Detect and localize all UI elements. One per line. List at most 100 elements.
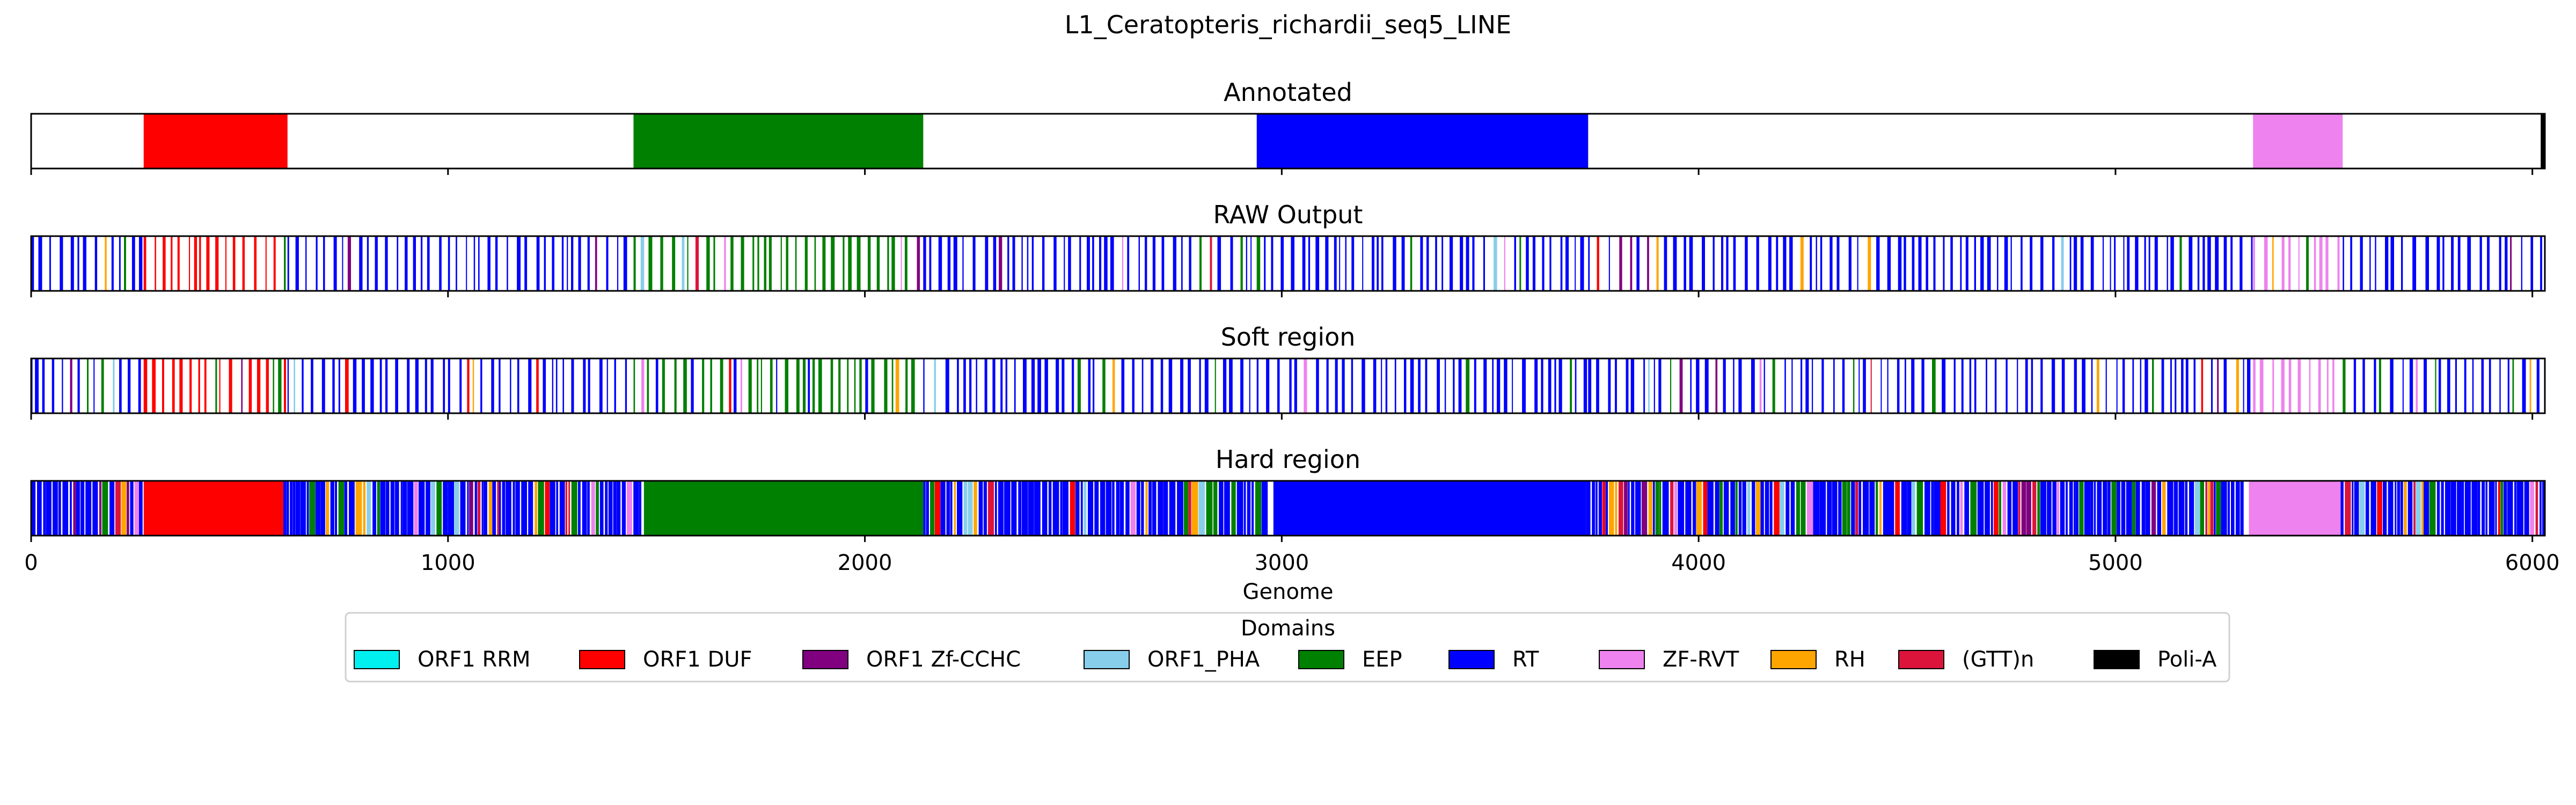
soft-region-stripe bbox=[847, 358, 849, 413]
soft-region-stripe bbox=[2040, 358, 2043, 413]
raw-output-stripe bbox=[273, 236, 276, 291]
hard-region-stripe bbox=[483, 481, 487, 536]
hard-region-stripe bbox=[2354, 481, 2359, 536]
hard-region-stripe bbox=[2141, 481, 2146, 536]
soft-region-stripe bbox=[35, 358, 39, 413]
hard-region-stripe bbox=[1136, 481, 1140, 536]
raw-output-stripe bbox=[1713, 236, 1715, 291]
hard-region-stripe bbox=[372, 481, 376, 536]
soft-region-stripe bbox=[172, 358, 175, 413]
hard-region-stripe bbox=[286, 481, 289, 536]
raw-output-stripe bbox=[2314, 236, 2316, 291]
hard-region-stripe bbox=[1747, 481, 1751, 536]
hard-region-stripe bbox=[2047, 481, 2052, 536]
soft-region-stripe bbox=[1497, 358, 1501, 413]
raw-output-stripe bbox=[1876, 236, 1880, 291]
raw-output-stripe bbox=[2135, 236, 2139, 291]
soft-region-stripe bbox=[1014, 358, 1016, 413]
hard-region-stripe bbox=[2214, 481, 2216, 536]
hard-region-stripe bbox=[1631, 481, 1635, 536]
raw-output-stripe bbox=[1494, 236, 1497, 291]
hard-region-stripe bbox=[283, 481, 287, 536]
raw-output-stripe bbox=[1580, 236, 1584, 291]
soft-region-stripe bbox=[683, 358, 687, 413]
hard-region-stripe bbox=[2174, 481, 2178, 536]
hard-region-stripe bbox=[2436, 481, 2440, 536]
raw-output-stripe bbox=[769, 236, 772, 291]
raw-output-stripe bbox=[342, 236, 343, 291]
raw-output-stripe bbox=[2179, 236, 2182, 291]
raw-output-stripe bbox=[1514, 236, 1516, 291]
hard-region-stripe bbox=[344, 481, 348, 536]
hard-region-stripe bbox=[477, 481, 481, 536]
soft-region-stripe bbox=[1733, 358, 1735, 413]
hard-region-stripe bbox=[521, 481, 527, 536]
soft-region-stripe bbox=[119, 358, 122, 413]
raw-output-stripe bbox=[706, 236, 710, 291]
soft-region-stripe bbox=[1326, 358, 1329, 413]
soft-region-stripe bbox=[2017, 358, 2018, 413]
raw-output-stripe bbox=[1138, 236, 1140, 291]
hard-region-stripe bbox=[1141, 481, 1144, 536]
raw-output-stripe bbox=[94, 236, 98, 291]
hard-region-stripe bbox=[1052, 481, 1059, 536]
soft-region-stripe bbox=[1738, 358, 1742, 413]
raw-output-stripe bbox=[2264, 236, 2268, 291]
hard-region-stripe bbox=[1858, 481, 1862, 536]
soft-region-stripe bbox=[1791, 358, 1793, 413]
soft-region-stripe bbox=[2006, 358, 2008, 413]
soft-region-stripe bbox=[2309, 358, 2311, 413]
soft-region-stripe bbox=[1911, 358, 1915, 413]
soft-region-stripe bbox=[1229, 358, 1233, 413]
soft-region-stripe bbox=[1772, 358, 1775, 413]
soft-region-stripe bbox=[588, 358, 590, 413]
hard-region-stripe bbox=[1261, 481, 1268, 536]
soft-region-stripe bbox=[1180, 358, 1183, 413]
soft-region-stripe bbox=[1394, 358, 1396, 413]
raw-output-stripe bbox=[177, 236, 180, 291]
raw-output-stripe bbox=[2114, 236, 2116, 291]
hard-region-stripe bbox=[1819, 481, 1826, 536]
hard-region-stripe bbox=[1738, 481, 1742, 536]
soft-region-stripe bbox=[1522, 358, 1526, 413]
hard-region-stripe bbox=[582, 481, 587, 536]
raw-output-stripe bbox=[1974, 236, 1976, 291]
hard-region-stripe bbox=[2162, 481, 2166, 536]
soft-region-stripe bbox=[1199, 358, 1201, 413]
hard-region-stripe bbox=[1674, 481, 1677, 536]
raw-output-stripe bbox=[606, 236, 609, 291]
hard-region-stripe bbox=[2235, 481, 2240, 536]
hard-region-stripe bbox=[2404, 481, 2407, 536]
raw-output-stripe bbox=[38, 236, 42, 291]
hard-region-stripe bbox=[2424, 481, 2429, 536]
soft-region-stripe bbox=[1548, 358, 1552, 413]
soft-region-stripe bbox=[1805, 358, 1809, 413]
hard-region-stripe bbox=[418, 481, 425, 536]
hard-region-stripe bbox=[978, 481, 983, 536]
soft-region-stripe bbox=[2201, 358, 2204, 413]
hard-region-stripe bbox=[488, 481, 493, 536]
soft-region-stripe bbox=[555, 358, 558, 413]
hard-region-stripe bbox=[1183, 481, 1189, 536]
soft-region-stripe bbox=[891, 358, 894, 413]
soft-region-stripe bbox=[1000, 358, 1003, 413]
hard-region-stripe bbox=[73, 481, 76, 536]
soft-region-stripe bbox=[1437, 358, 1440, 413]
soft-region-stripe bbox=[923, 358, 925, 413]
raw-output-stripe bbox=[1726, 236, 1729, 291]
soft-region-stripe bbox=[2105, 358, 2107, 413]
hard-region-stripe bbox=[1021, 481, 1028, 536]
hard-region-stripe bbox=[1106, 481, 1112, 536]
soft-region-stripe bbox=[1294, 358, 1297, 413]
soft-region-stripe bbox=[2464, 358, 2467, 413]
raw-output-stripe bbox=[2154, 236, 2158, 291]
hard-region-stripe bbox=[377, 481, 380, 536]
soft-region-stripe bbox=[865, 358, 868, 413]
hard-region-stripe bbox=[469, 481, 473, 536]
soft-region-stripe bbox=[2152, 358, 2154, 413]
hard-region-stripe bbox=[2462, 481, 2464, 536]
hard-region-stripe bbox=[1088, 481, 1094, 536]
raw-output-stripe bbox=[1673, 236, 1677, 291]
raw-output-stripe bbox=[199, 236, 201, 291]
hard-region-stripe bbox=[407, 481, 414, 536]
